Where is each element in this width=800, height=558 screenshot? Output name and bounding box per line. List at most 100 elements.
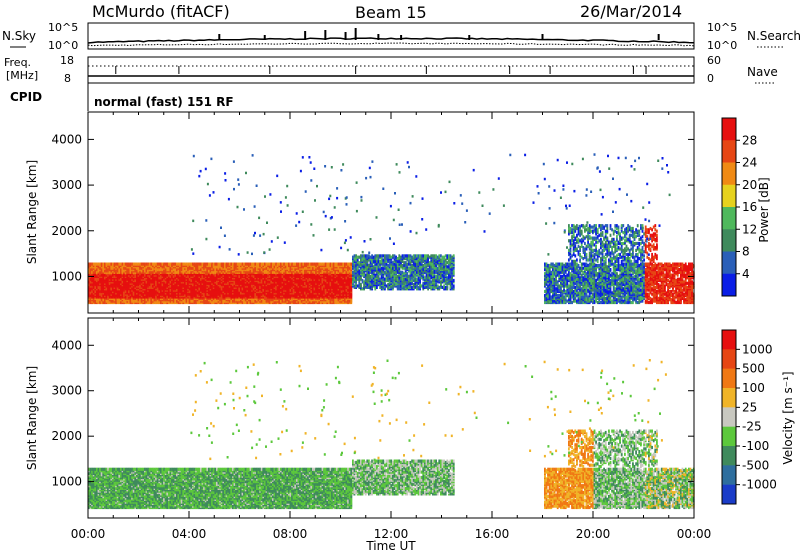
data-cell	[302, 263, 304, 266]
data-cell	[238, 263, 240, 266]
data-cell	[224, 263, 226, 266]
data-cell	[347, 263, 349, 266]
data-cell	[262, 263, 264, 266]
data-cell	[123, 263, 125, 266]
data-cell	[357, 284, 359, 287]
data-cell	[125, 263, 127, 266]
data-cell	[226, 263, 228, 266]
data-cell	[338, 263, 340, 266]
freq-marks	[116, 66, 646, 74]
data-cell	[334, 263, 336, 266]
data-cell	[237, 263, 239, 266]
data-cell	[352, 260, 354, 263]
data-cell	[200, 263, 202, 266]
data-cell	[120, 263, 122, 266]
data-cell	[139, 263, 141, 266]
data-cell	[178, 263, 180, 266]
data-cell	[291, 263, 293, 266]
data-cell	[365, 274, 367, 277]
data-cell	[362, 254, 364, 257]
noise-spikes	[219, 28, 658, 40]
data-cell	[144, 263, 146, 266]
data-cell	[165, 263, 167, 266]
data-cell	[210, 263, 212, 266]
data-cell	[323, 263, 325, 266]
data-cell	[187, 263, 189, 266]
nave-label: Nave	[747, 65, 778, 79]
noise-right-tick-bottom: 10^0	[707, 39, 737, 52]
data-cell	[286, 263, 288, 266]
data-cell	[355, 264, 357, 267]
data-cell	[155, 263, 157, 266]
data-cell	[306, 263, 308, 266]
data-cell	[182, 263, 184, 266]
data-cell	[221, 263, 223, 266]
data-cell	[179, 263, 181, 266]
data-cell	[358, 269, 360, 272]
data-cell	[195, 263, 197, 266]
data-cell	[326, 263, 328, 266]
data-cell	[312, 263, 314, 266]
data-cell	[150, 263, 152, 266]
data-cell	[184, 263, 186, 266]
data-cell	[294, 263, 296, 266]
data-cell	[280, 263, 282, 266]
data-cell	[251, 263, 253, 266]
data-cell	[363, 280, 365, 283]
data-cell	[141, 263, 143, 266]
data-cell	[128, 263, 130, 266]
freq-label-2: [MHz]	[6, 69, 38, 82]
data-cell	[112, 263, 114, 266]
data-cell	[197, 263, 199, 266]
data-cell	[109, 263, 111, 266]
data-cell	[264, 263, 266, 266]
data-cell	[331, 263, 333, 266]
data-cell	[288, 263, 290, 266]
data-cell	[277, 263, 279, 266]
data-cell	[146, 263, 148, 266]
data-cell	[256, 263, 258, 266]
data-cell	[94, 263, 96, 266]
data-cell	[315, 263, 317, 266]
data-cell	[130, 263, 132, 266]
data-cell	[206, 263, 208, 266]
data-cell	[101, 263, 103, 266]
data-cell	[170, 263, 172, 266]
data-cell	[102, 263, 104, 266]
data-cell	[126, 263, 128, 266]
data-cell	[267, 263, 269, 266]
data-cell	[261, 263, 263, 266]
beam-title: Beam 15	[355, 3, 427, 22]
data-cell	[362, 287, 364, 290]
data-cell	[168, 263, 170, 266]
data-cell	[189, 263, 191, 266]
noise-right-tick-top: 10^5	[707, 21, 737, 34]
noise-left-tick-bottom: 10^0	[48, 39, 78, 52]
data-cell	[98, 263, 100, 266]
data-cell	[117, 263, 119, 266]
data-cell	[106, 263, 108, 266]
nave-tick-bottom: 0	[707, 72, 714, 85]
data-cell	[227, 263, 229, 266]
data-cell	[138, 263, 140, 266]
data-cell	[234, 263, 236, 266]
data-cell	[134, 263, 136, 266]
data-cell	[355, 254, 357, 257]
data-cell	[229, 263, 231, 266]
data-cell	[192, 263, 194, 266]
data-cell	[181, 263, 183, 266]
data-cell	[298, 263, 300, 266]
data-cell	[214, 263, 216, 266]
data-cell	[254, 263, 256, 266]
data-cell	[318, 263, 320, 266]
station-title: McMurdo (fitACF)	[92, 2, 230, 21]
data-cell	[245, 263, 247, 266]
data-cell	[309, 263, 311, 266]
data-cell	[205, 263, 207, 266]
data-cell	[110, 263, 112, 266]
data-cell	[293, 263, 295, 266]
data-cell	[248, 263, 250, 266]
data-cell	[365, 268, 367, 271]
data-cell	[136, 263, 138, 266]
